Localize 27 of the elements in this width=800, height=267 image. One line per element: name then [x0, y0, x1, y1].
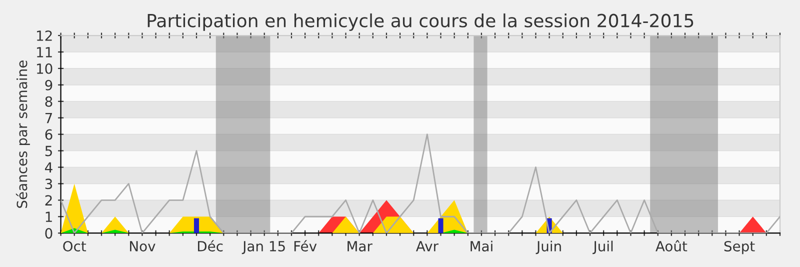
x-tick-label: Juin	[536, 240, 561, 254]
x-tick-label: Jan 15	[242, 241, 285, 254]
y-tick-label: 6	[45, 129, 52, 140]
x-tick-label: Oct	[63, 240, 86, 252]
y-tick-label: 5	[45, 146, 52, 156]
y-tick-label: 4	[45, 162, 52, 173]
y-tick-label: 0	[45, 228, 52, 239]
x-tick-label: Sept	[724, 240, 755, 254]
y-tick-label: 12	[37, 30, 52, 41]
y-tick-label: 10	[37, 63, 52, 74]
y-tick-label: 2	[45, 195, 52, 206]
y-tick-label: 11	[37, 47, 52, 58]
y-axis-title: Séances par semaine	[16, 60, 30, 208]
x-tick-label: Avr	[416, 241, 438, 252]
x-tick-label: Août	[656, 240, 688, 252]
x-tick-label: Mai	[470, 240, 492, 252]
y-tick-label: 9	[45, 80, 52, 90]
x-tick-label: Fév	[294, 240, 317, 252]
x-tick-label: Juil	[592, 240, 613, 254]
y-tick-label: 1	[46, 212, 52, 222]
x-tick-label: Mar	[348, 241, 372, 252]
y-tick-label: 7	[45, 112, 52, 124]
y-tick-label: 8	[45, 96, 52, 107]
x-tick-label: Déc	[198, 240, 223, 252]
x-tick-label: Nov	[130, 241, 156, 252]
y-tick-label: 3	[45, 178, 52, 190]
chart-title: Participation en hemicycle au cours de la session 2014-2015	[148, 13, 694, 31]
